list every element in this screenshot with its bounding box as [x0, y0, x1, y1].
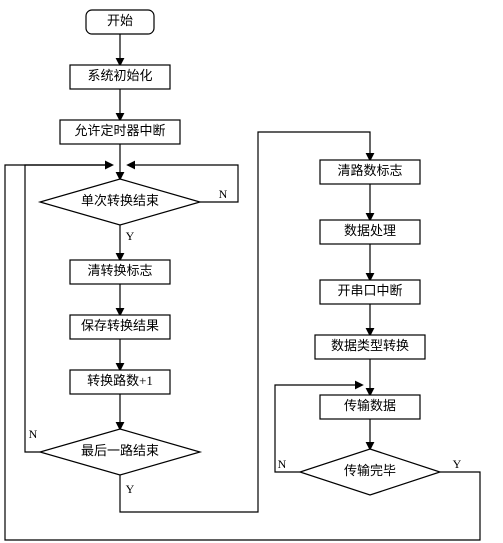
flowchart-canvas: 开始系统初始化允许定时器中断单次转换结束清转换标志保存转换结果转换路数+1 最后一… — [0, 0, 503, 543]
branch-label-d1_y: Y — [126, 229, 135, 243]
label-timer: 允许定时器中断 — [74, 123, 165, 138]
label-tx: 传输数据 — [344, 398, 396, 413]
label-d3: 传输完毕 — [344, 463, 396, 478]
branch-label-d3_n: N — [278, 457, 287, 471]
label-saveRes: 保存转换结果 — [81, 318, 159, 333]
branch-label-d3_y: Y — [453, 457, 462, 471]
branch-label-d1_n: N — [219, 187, 228, 201]
label-d2: 最后一路结束 — [81, 443, 159, 458]
label-proc: 数据处理 — [344, 223, 396, 238]
label-incCh: 转换路数+1 — [87, 373, 153, 388]
label-clrCh: 清路数标志 — [337, 163, 402, 178]
label-start: 开始 — [107, 13, 133, 28]
branch-label-d2_y: Y — [126, 482, 135, 496]
label-clrConv: 清转换标志 — [87, 263, 152, 278]
label-d1: 单次转换结束 — [81, 193, 159, 208]
branch-label-d2_n: N — [29, 427, 38, 441]
label-init: 系统初始化 — [87, 68, 152, 83]
label-cast: 数据类型转换 — [331, 338, 409, 353]
label-uart: 开串口中断 — [337, 283, 402, 298]
